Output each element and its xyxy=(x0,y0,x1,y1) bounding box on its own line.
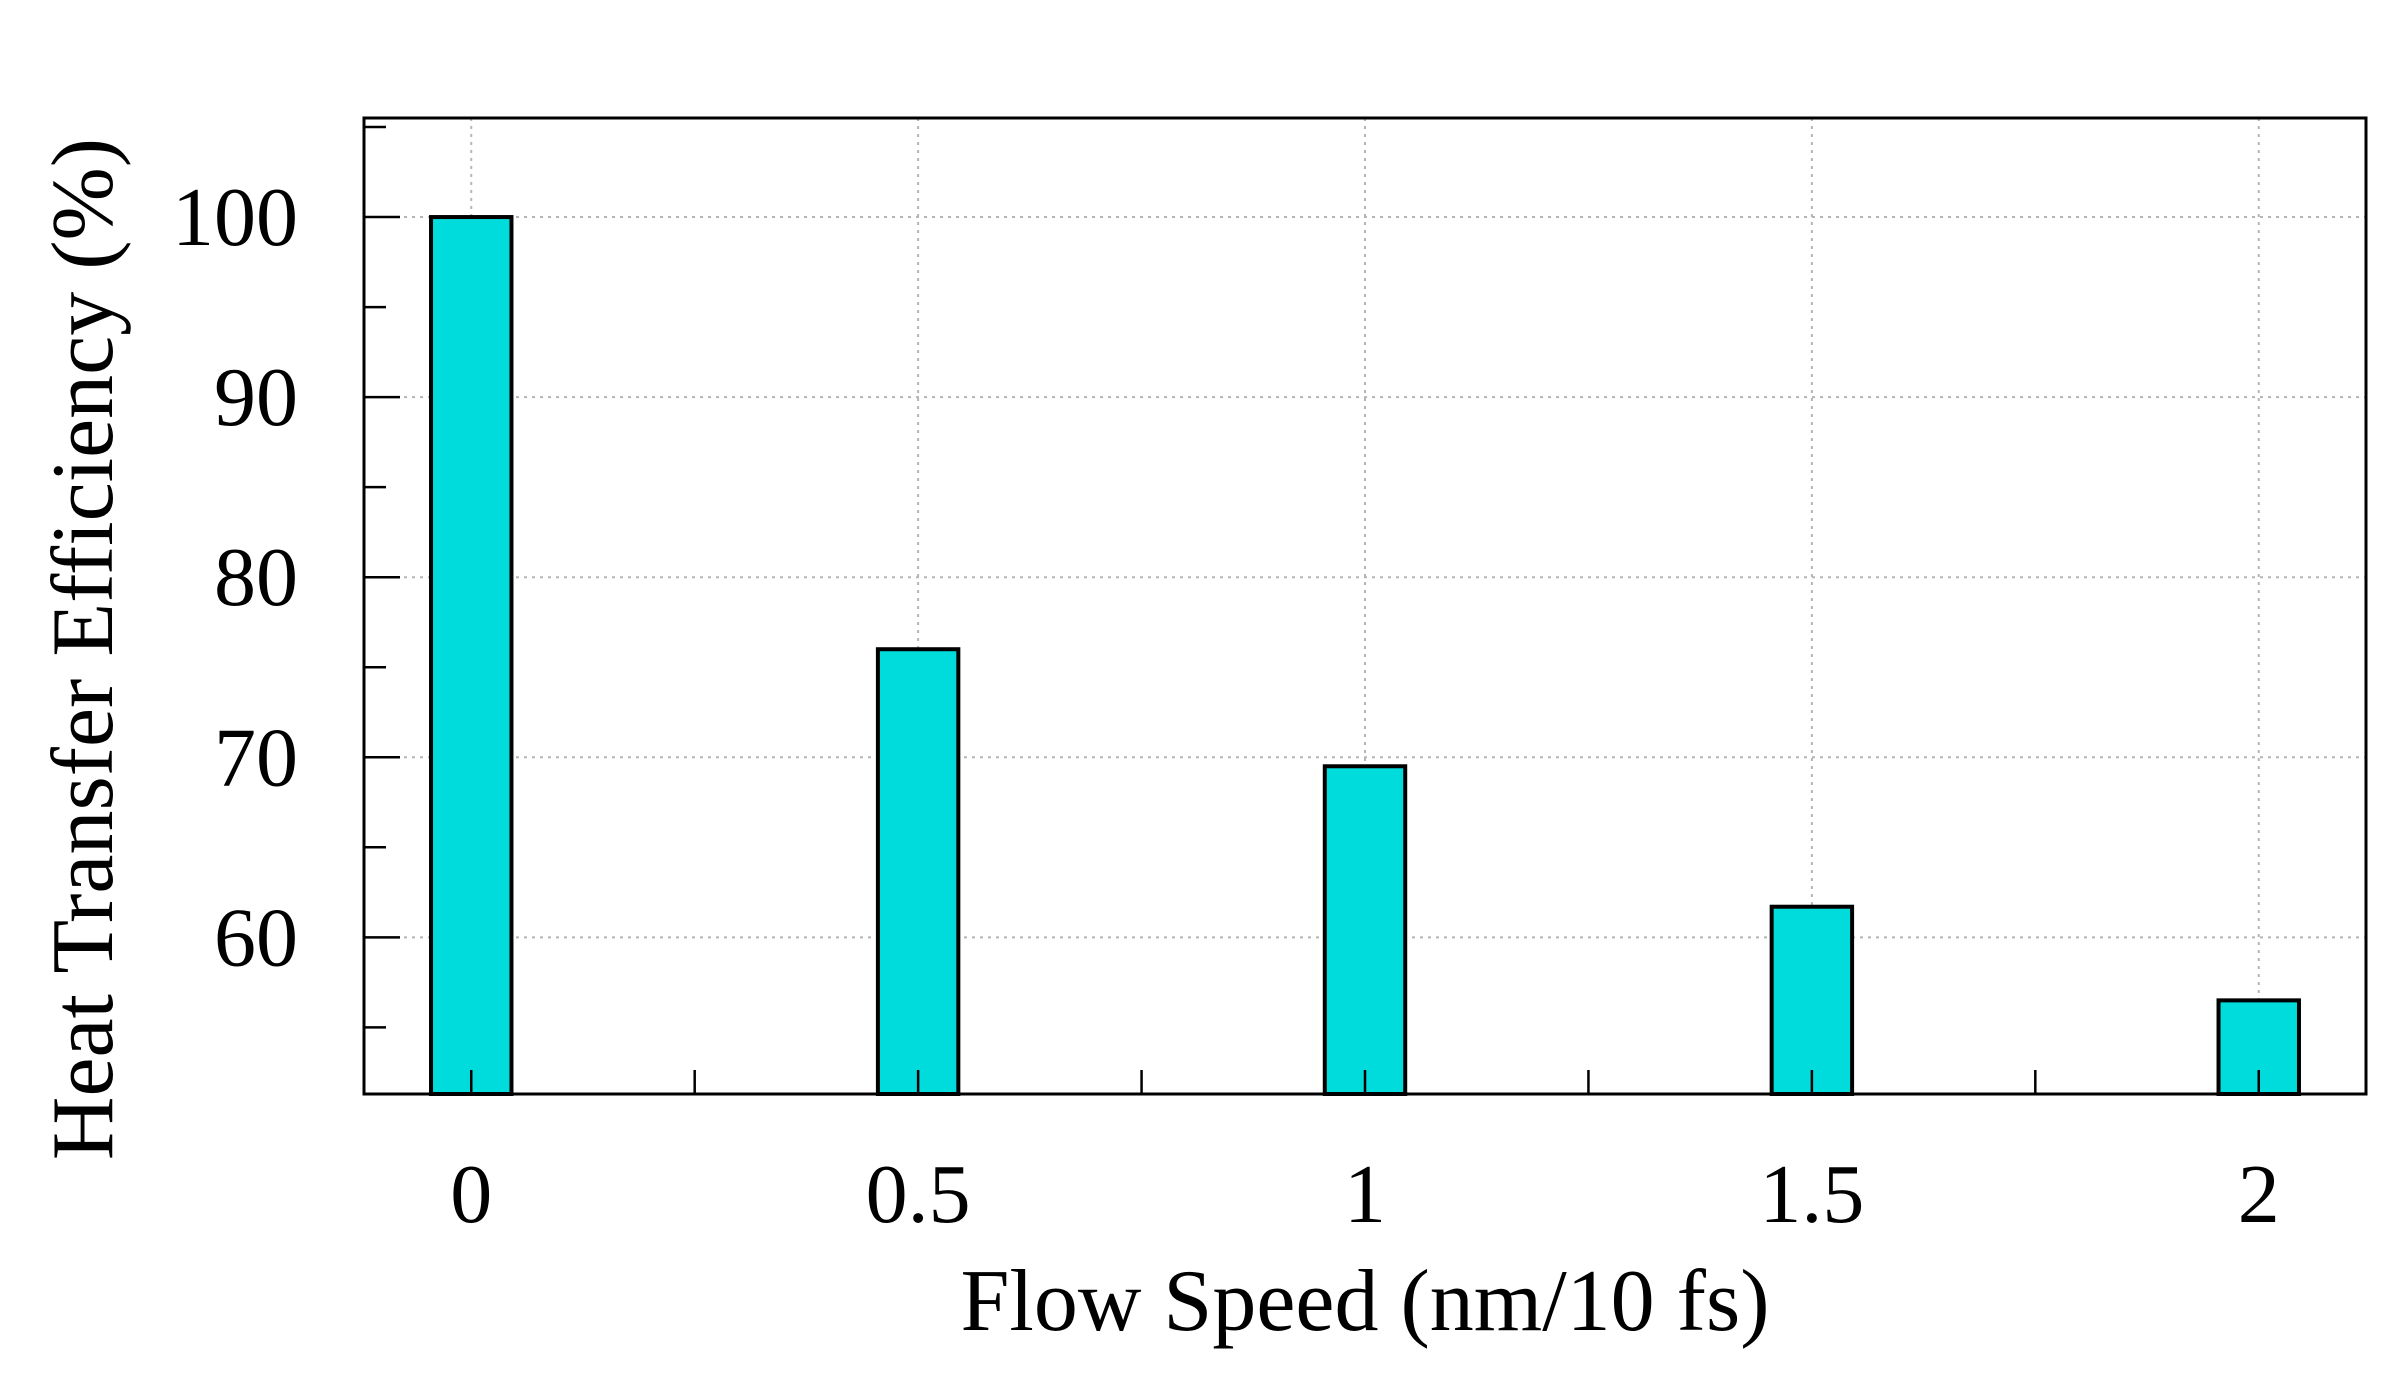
y-tick-label-3: 90 xyxy=(214,351,298,444)
y-tick-labels: 60 70 80 90 100 xyxy=(172,171,298,984)
bar-1-5 xyxy=(1769,904,1855,1097)
x-axis-label: Flow Speed (nm/10 fs) xyxy=(960,1253,1769,1350)
x-tick-label-3: 1.5 xyxy=(1759,1148,1864,1241)
bars xyxy=(429,215,2301,1097)
y-tick-label-1: 70 xyxy=(214,711,298,804)
y-tick-label-0: 60 xyxy=(214,891,298,984)
x-tick-label-0: 0 xyxy=(450,1148,492,1241)
x-tick-label-4: 2 xyxy=(2238,1148,2280,1241)
bar-0-5 xyxy=(875,647,961,1096)
y-tick-label-4: 100 xyxy=(172,171,298,264)
x-tick-labels: 0 0.5 1 1.5 2 xyxy=(450,1148,2280,1241)
x-tick-label-2: 1 xyxy=(1344,1148,1386,1241)
bar-1 xyxy=(1322,764,1408,1096)
y-tick-label-2: 80 xyxy=(214,531,298,624)
bar-0 xyxy=(429,215,514,1096)
x-tick-label-1: 0.5 xyxy=(866,1148,971,1241)
ticks xyxy=(364,125,2260,1094)
y-axis-label: Heat Transfer Efficiency (%) xyxy=(35,138,132,1160)
